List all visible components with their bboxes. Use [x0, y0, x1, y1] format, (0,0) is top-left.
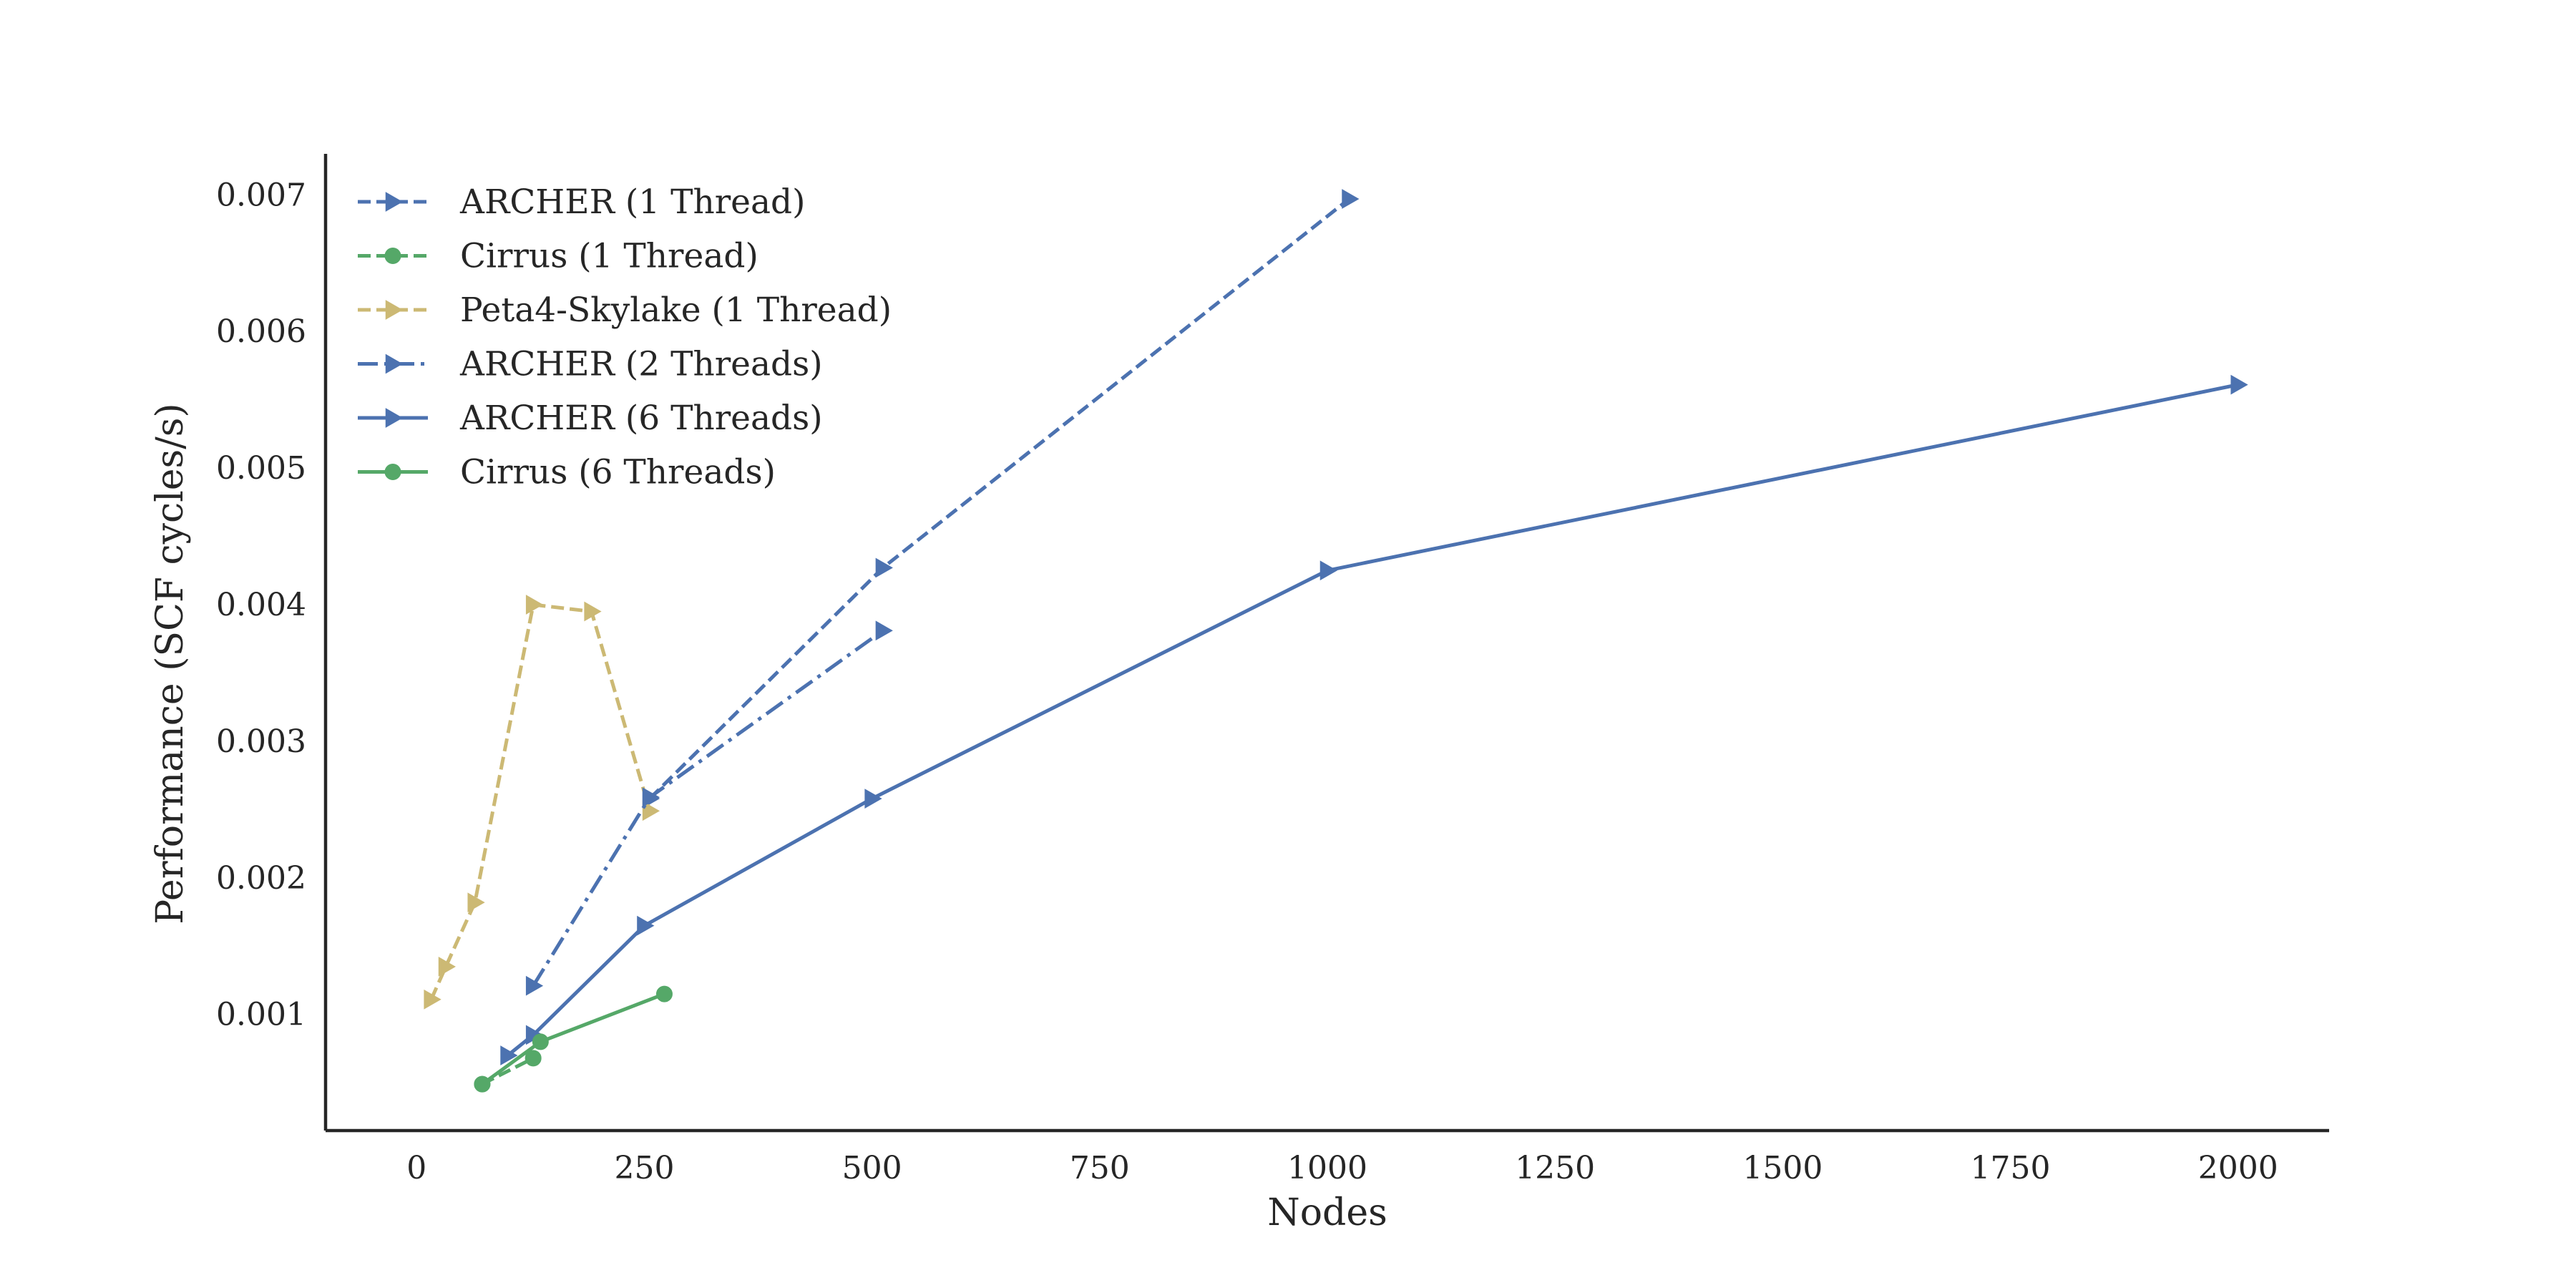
data-point: [875, 620, 893, 641]
data-point: [474, 1075, 491, 1093]
legend-item: ARCHER (2 Threads): [358, 345, 823, 384]
legend-marker: [384, 464, 401, 480]
data-point: [525, 595, 544, 615]
x-tick-label: 0: [406, 1150, 426, 1186]
x-tick-label: 2000: [2198, 1150, 2278, 1186]
legend-item: Cirrus (1 Thread): [358, 237, 758, 276]
y-tick-label: 0.006: [216, 313, 306, 350]
series-3: [424, 595, 660, 1010]
legend-item: ARCHER (6 Threads): [358, 399, 823, 438]
y-tick-label: 0.001: [216, 997, 306, 1033]
legend-marker: [385, 408, 404, 428]
y-tick-label: 0.005: [216, 450, 306, 487]
data-point: [532, 1033, 549, 1050]
series-layer: [424, 189, 2248, 1093]
legend-label: Cirrus (6 Threads): [460, 453, 776, 492]
y-tick-label: 0.002: [216, 860, 306, 897]
data-point: [525, 1050, 542, 1067]
x-tick-label: 500: [842, 1150, 902, 1186]
legend-marker: [385, 353, 404, 374]
data-point: [642, 801, 660, 821]
legend-label: ARCHER (2 Threads): [459, 345, 823, 384]
data-point: [864, 789, 882, 809]
legend-marker: [384, 248, 401, 264]
data-point: [642, 787, 660, 808]
legend-marker: [385, 300, 404, 320]
legend-item: Peta4-Skylake (1 Thread): [358, 291, 892, 330]
x-tick-label: 1000: [1287, 1150, 1367, 1186]
legend-marker: [385, 192, 404, 212]
legend-item: ARCHER (1 Thread): [358, 182, 805, 222]
data-point: [584, 601, 602, 622]
legend-label: Cirrus (1 Thread): [460, 237, 758, 276]
data-point: [467, 892, 485, 913]
legend-label: ARCHER (1 Thread): [459, 182, 805, 222]
data-point: [637, 915, 655, 936]
data-point: [655, 985, 673, 1002]
data-point: [500, 1045, 518, 1065]
x-axis-title: Nodes: [1267, 1191, 1387, 1234]
x-tick-label: 250: [614, 1150, 674, 1186]
x-tick-label: 750: [1070, 1150, 1130, 1186]
y-axis-title: Performance (SCF cycles/s): [149, 403, 192, 924]
legend: ARCHER (1 Thread) Cirrus (1 Thread) Peta4-…: [358, 182, 892, 492]
series-4: [525, 620, 893, 996]
x-tick-label: 1500: [1742, 1150, 1823, 1186]
series-5: [500, 374, 2248, 1065]
data-point: [1342, 189, 1360, 209]
data-point: [424, 989, 441, 1010]
legend-label: ARCHER (6 Threads): [459, 399, 823, 438]
series-6: [474, 985, 673, 1093]
x-tick-label: 1250: [1515, 1150, 1595, 1186]
x-tick-label: 1750: [1971, 1150, 2051, 1186]
data-point: [875, 557, 893, 578]
axes: 0 250 500 750 1000 1250 1500 1750 2000 0.001 0.002…: [216, 154, 2329, 1186]
legend-item: Cirrus (6 Threads): [358, 453, 776, 492]
y-tick-label: 0.003: [216, 723, 306, 760]
data-point: [525, 975, 544, 996]
y-tick-label: 0.007: [216, 177, 306, 213]
data-point: [438, 957, 457, 977]
data-point: [1319, 560, 1338, 581]
legend-label: Peta4-Skylake (1 Thread): [460, 291, 892, 330]
y-tick-label: 0.004: [216, 587, 306, 623]
data-point: [2230, 374, 2248, 395]
